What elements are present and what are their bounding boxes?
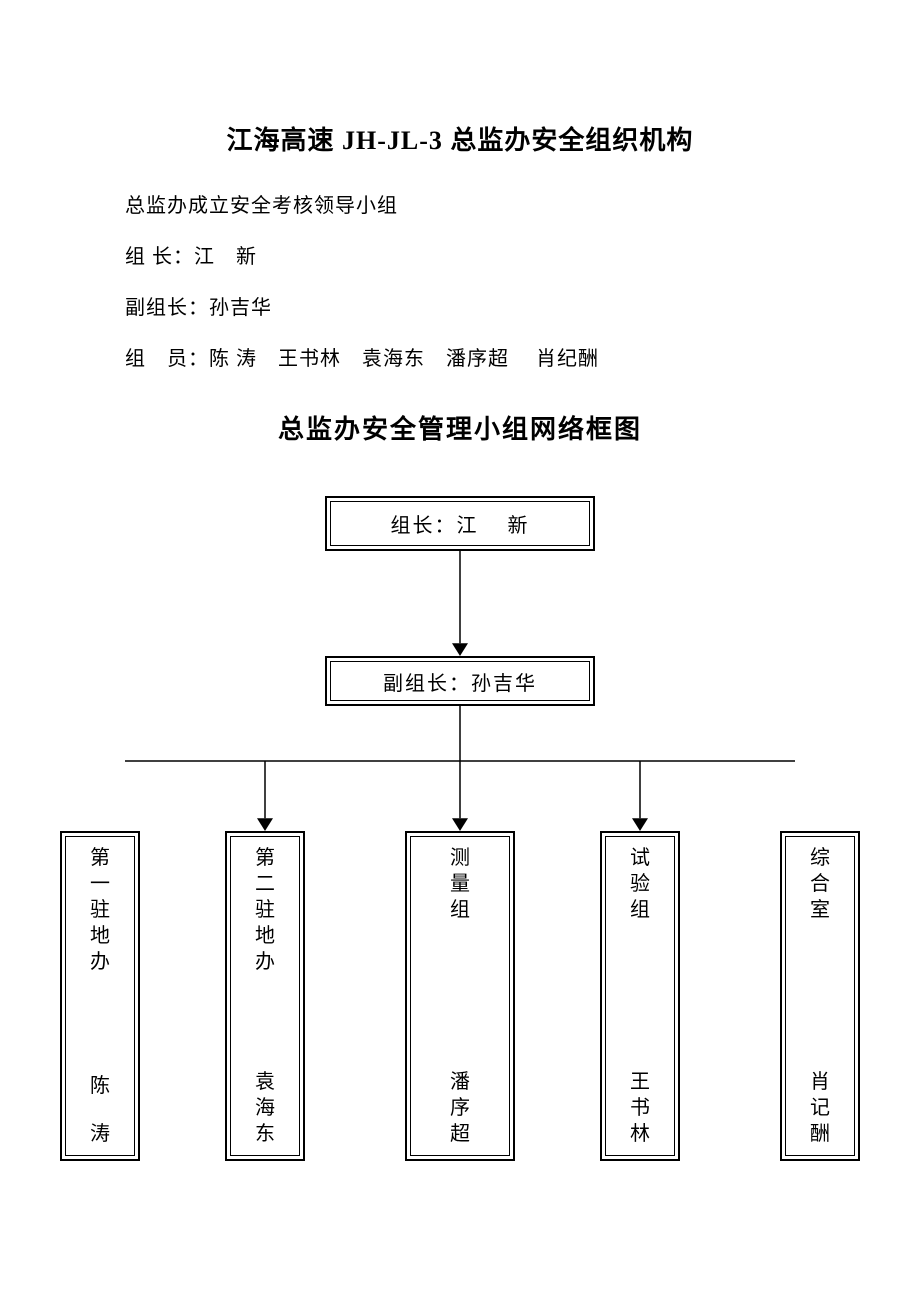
- page-title: 江海高速 JH-JL-3 总监办安全组织机构: [125, 120, 795, 157]
- org-node-member: 第二驻地办袁海东: [225, 831, 305, 1161]
- org-node-title: 第一驻地办: [90, 845, 110, 975]
- chart-title: 总监办安全管理小组网络框图: [125, 409, 795, 446]
- org-node-member: 试验组王书林: [600, 831, 680, 1161]
- org-chart: 组长：江 新副组长：孙吉华第一驻地办陈涛第二驻地办袁海东测量组潘序超试验组王书林…: [125, 496, 795, 1216]
- leader-line: 组 长：江 新: [125, 240, 795, 269]
- org-node-person: 潘序超: [450, 1069, 470, 1147]
- org-node-title: 综合室: [810, 845, 830, 923]
- intro-text: 总监办成立安全考核领导小组: [125, 189, 795, 218]
- org-node-title: 第二驻地办: [255, 845, 275, 975]
- org-node-person: 袁海东: [255, 1069, 275, 1147]
- org-node-member: 第一驻地办陈涛: [60, 831, 140, 1161]
- org-node-label: 副组长：孙吉华: [383, 667, 537, 696]
- org-node-member: 综合室肖记酬: [780, 831, 860, 1161]
- org-node-person: 王书林: [630, 1069, 650, 1147]
- org-node-title: 试验组: [630, 845, 650, 923]
- org-node-leader: 组长：江 新: [325, 496, 595, 551]
- org-node-member: 测量组潘序超: [405, 831, 515, 1161]
- org-node-deputy: 副组长：孙吉华: [325, 656, 595, 706]
- org-node-person: 肖记酬: [810, 1069, 830, 1147]
- org-node-title: 测量组: [450, 845, 470, 923]
- deputy-line: 副组长：孙吉华: [125, 291, 795, 320]
- members-line: 组 员：陈 涛 王书林 袁海东 潘序超 肖纪酬: [125, 342, 795, 371]
- org-node-label: 组长：江 新: [391, 509, 530, 538]
- org-node-person: 陈涛: [90, 1073, 110, 1147]
